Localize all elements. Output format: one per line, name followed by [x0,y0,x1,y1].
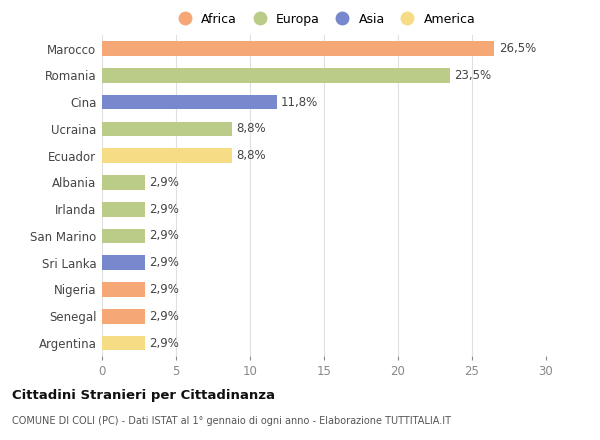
Bar [102,282,145,297]
Bar [102,175,145,190]
Text: 11,8%: 11,8% [281,95,319,109]
Bar [102,95,277,110]
Bar [102,121,232,136]
Text: 2,9%: 2,9% [149,256,179,269]
Bar [102,68,450,83]
Text: 2,9%: 2,9% [149,283,179,296]
Text: 2,9%: 2,9% [149,203,179,216]
Bar [102,336,145,350]
Bar [102,229,145,243]
Text: COMUNE DI COLI (PC) - Dati ISTAT al 1° gennaio di ogni anno - Elaborazione TUTTI: COMUNE DI COLI (PC) - Dati ISTAT al 1° g… [12,416,451,426]
Bar [102,41,494,56]
Bar [102,255,145,270]
Bar [102,309,145,323]
Text: 2,9%: 2,9% [149,176,179,189]
Bar [102,148,232,163]
Text: 8,8%: 8,8% [236,149,266,162]
Text: 2,9%: 2,9% [149,337,179,349]
Text: Cittadini Stranieri per Cittadinanza: Cittadini Stranieri per Cittadinanza [12,389,275,403]
Text: 23,5%: 23,5% [454,69,491,82]
Text: 8,8%: 8,8% [236,122,266,136]
Legend: Africa, Europa, Asia, America: Africa, Europa, Asia, America [173,13,475,26]
Text: 2,9%: 2,9% [149,229,179,242]
Text: 26,5%: 26,5% [499,42,536,55]
Bar [102,202,145,216]
Text: 2,9%: 2,9% [149,310,179,323]
